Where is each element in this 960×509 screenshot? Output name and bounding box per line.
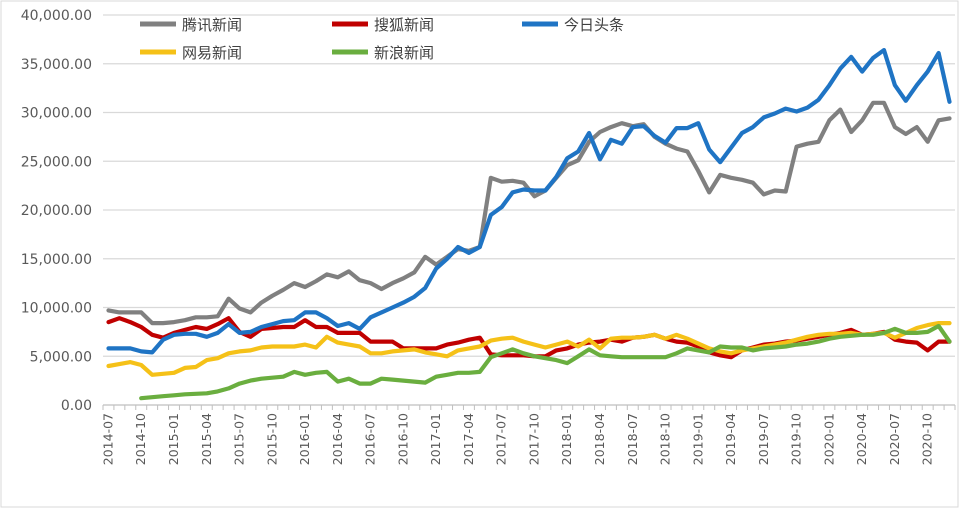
x-tick-label: 2017-01 bbox=[428, 413, 443, 465]
legend-label: 腾讯新闻 bbox=[182, 16, 242, 34]
x-tick-label: 2014-10 bbox=[133, 413, 148, 465]
x-tick-label: 2016-01 bbox=[297, 413, 312, 465]
legend-label: 新浪新闻 bbox=[374, 44, 434, 62]
x-tick-label: 2017-10 bbox=[526, 413, 541, 465]
x-tick-label: 2019-10 bbox=[789, 413, 804, 465]
x-tick-label: 2015-07 bbox=[232, 413, 247, 465]
series-lines bbox=[106, 48, 952, 401]
y-axis-ticks: 0.00 5,000.00 10,000.00 15,000.00 20,000.00 2… bbox=[21, 8, 92, 414]
y-tick-label: 20,000.00 bbox=[21, 203, 92, 219]
legend-item: 搜狐新闻 bbox=[332, 16, 434, 34]
x-tick-label: 2019-04 bbox=[723, 413, 738, 465]
series-line-4 bbox=[139, 323, 952, 401]
x-tick-label: 2018-01 bbox=[559, 413, 574, 465]
y-tick-label: 15,000.00 bbox=[21, 252, 92, 268]
series-line-2 bbox=[106, 48, 952, 355]
x-tick-label: 2015-01 bbox=[166, 413, 181, 465]
x-tick-label: 2019-07 bbox=[756, 413, 771, 465]
x-tick-label: 2020-01 bbox=[821, 413, 836, 465]
x-tick-label: 2016-10 bbox=[395, 413, 410, 465]
y-tick-label: 30,000.00 bbox=[21, 106, 92, 122]
x-tick-label: 2015-10 bbox=[264, 413, 279, 465]
x-tick-label: 2016-04 bbox=[330, 413, 345, 465]
x-tick-label: 2019-01 bbox=[690, 413, 705, 465]
legend-label: 网易新闻 bbox=[182, 44, 242, 62]
legend-item: 新浪新闻 bbox=[332, 44, 434, 62]
series-line-3 bbox=[106, 321, 952, 377]
x-tick-label: 2018-10 bbox=[658, 413, 673, 465]
x-tick-label: 2016-07 bbox=[363, 413, 378, 465]
y-tick-label: 40,000.00 bbox=[21, 8, 92, 24]
x-tick-label: 2020-04 bbox=[854, 413, 869, 465]
x-tick-label: 2014-07 bbox=[100, 413, 115, 465]
x-tick-label: 2018-04 bbox=[592, 413, 607, 465]
x-tick-label: 2017-07 bbox=[494, 413, 509, 465]
y-tick-label: 5,000.00 bbox=[30, 349, 92, 365]
x-tick-label: 2018-07 bbox=[625, 413, 640, 465]
x-tick-label: 2015-04 bbox=[199, 413, 214, 465]
x-axis: 2014-07 2014-10 2015-01 2015-04 2015-07 2015-… bbox=[100, 405, 956, 465]
legend-item: 网易新闻 bbox=[140, 44, 242, 62]
legend-item: 今日头条 bbox=[522, 16, 624, 34]
y-tick-label: 0.00 bbox=[61, 398, 92, 414]
y-tick-label: 25,000.00 bbox=[21, 154, 92, 170]
x-tick-label: 2017-04 bbox=[461, 413, 476, 465]
legend-label: 今日头条 bbox=[564, 16, 624, 34]
y-tick-label: 10,000.00 bbox=[21, 301, 92, 317]
legend-item: 腾讯新闻 bbox=[140, 16, 242, 34]
x-tick-label: 2020-10 bbox=[920, 413, 935, 465]
y-tick-label: 35,000.00 bbox=[21, 57, 92, 73]
legend-label: 搜狐新闻 bbox=[374, 16, 434, 34]
x-tick-label: 2020-07 bbox=[887, 413, 902, 465]
